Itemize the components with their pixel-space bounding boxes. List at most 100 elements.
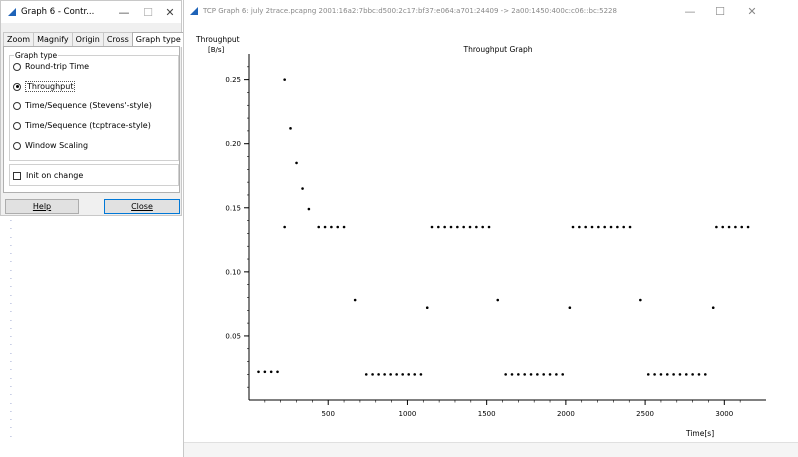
background-row-marker: ·	[10, 259, 12, 267]
data-point	[740, 225, 744, 229]
data-point	[568, 306, 572, 310]
data-point	[646, 373, 650, 376]
close-window-button[interactable]: ✕	[165, 5, 175, 19]
background-row-marker: ·	[10, 375, 12, 383]
data-point	[276, 370, 279, 374]
data-point	[419, 373, 423, 376]
data-point	[517, 373, 520, 376]
data-point	[571, 225, 575, 229]
data-point	[336, 225, 340, 229]
x-tick-label: 2500	[636, 410, 654, 418]
data-point	[684, 373, 688, 376]
data-point	[628, 225, 632, 229]
background-row-marker: ·	[10, 276, 12, 284]
radio-window-scaling[interactable]: Window Scaling	[13, 141, 88, 150]
radio-icon[interactable]	[13, 121, 21, 130]
background-row-marker: ·	[10, 417, 12, 425]
data-point	[283, 78, 286, 81]
data-point	[437, 225, 440, 229]
data-point	[746, 225, 750, 229]
close-button[interactable]: Close	[104, 199, 180, 214]
data-point	[536, 373, 539, 376]
data-point	[371, 373, 374, 376]
data-point	[584, 225, 587, 229]
background-row-marker: ·	[10, 359, 12, 367]
tab-zoom[interactable]: Zoom	[3, 32, 35, 46]
data-point	[383, 373, 386, 376]
data-point	[289, 127, 292, 130]
data-point	[456, 225, 459, 229]
data-point	[389, 373, 392, 376]
data-point	[609, 225, 613, 229]
x-tick-label: 2000	[557, 410, 575, 418]
wireshark-fin-icon	[8, 8, 16, 16]
data-point	[425, 306, 429, 310]
data-point	[330, 225, 333, 229]
tcp-graph-window: TCP Graph 6: july 2trace.pcapng 2001:16a…	[183, 0, 798, 457]
x-tick-label: 500	[322, 410, 335, 418]
radio-icon[interactable]	[13, 62, 21, 71]
y-tick-label: 0.15	[225, 204, 241, 212]
data-point	[395, 373, 398, 376]
throughput-chart[interactable]: Throughput Graph Throughput [B/s] Time[s…	[184, 24, 798, 444]
y-tick-label: 0.25	[225, 76, 241, 84]
background-row-markers: · · · · · · · · · · · · · · · · · · · · · · · · · · ·	[10, 218, 12, 442]
data-point	[449, 225, 453, 229]
background-row-marker: ·	[10, 292, 12, 300]
radio-throughput[interactable]: Throughput	[13, 81, 76, 92]
tab-magnify[interactable]: Magnify	[33, 32, 73, 46]
radio-label: Time/Sequence (Stevens'-style)	[25, 101, 152, 110]
wireshark-fin-icon	[190, 7, 198, 15]
data-point	[443, 225, 446, 229]
graph-titlebar: TCP Graph 6: july 2trace.pcapng 2001:16a…	[184, 0, 798, 22]
maximize-button[interactable]: ☐	[143, 5, 153, 19]
tab-graph-type[interactable]: Graph type	[131, 32, 185, 47]
radio-time-sequence-tcptrace[interactable]: Time/Sequence (tcptrace-style)	[13, 121, 151, 130]
control-titlebar: Graph 6 - Contr... — ☐ ✕	[1, 1, 181, 23]
radio-time-sequence-stevens[interactable]: Time/Sequence (Stevens'-style)	[13, 101, 152, 110]
minimize-button[interactable]: —	[118, 5, 130, 19]
radio-icon[interactable]	[13, 101, 21, 110]
data-point	[407, 373, 411, 376]
data-point	[653, 373, 656, 376]
data-point	[504, 373, 507, 376]
background-row-marker: ·	[10, 284, 12, 292]
radio-label: Round-trip Time	[25, 62, 90, 71]
radio-selected-icon[interactable]	[13, 82, 21, 91]
data-point	[263, 370, 267, 374]
data-point	[301, 187, 304, 190]
radio-icon[interactable]	[13, 141, 21, 150]
init-on-change-checkbox[interactable]	[13, 172, 21, 180]
background-row-marker: ·	[10, 267, 12, 275]
data-point	[481, 225, 484, 229]
graph-close-button[interactable]: ✕	[747, 4, 757, 18]
y-axis-unit: [B/s]	[208, 46, 225, 54]
data-point	[468, 225, 472, 229]
data-point	[529, 373, 533, 376]
data-point	[413, 373, 417, 376]
graph-maximize-button[interactable]: ☐	[715, 4, 725, 18]
background-row-marker: ·	[10, 309, 12, 317]
background-row-marker: ·	[10, 218, 12, 225]
background-row-marker: ·	[10, 251, 12, 259]
background-row-marker: ·	[10, 325, 12, 333]
data-point	[364, 373, 368, 376]
data-point	[659, 373, 663, 376]
data-point	[295, 161, 298, 165]
chart-points	[257, 78, 750, 376]
radio-round-trip-time[interactable]: Round-trip Time	[13, 62, 89, 71]
tab-cross[interactable]: Cross	[102, 32, 133, 46]
graph-type-panel: Graph type Round-trip Time Throughput Ti…	[3, 46, 180, 193]
init-on-change-label: Init on change	[26, 171, 84, 180]
data-point	[257, 370, 260, 374]
data-point	[323, 225, 327, 229]
background-row-marker: ·	[10, 234, 12, 242]
data-point	[704, 373, 707, 376]
graph-minimize-button[interactable]: —	[684, 4, 696, 18]
background-row-marker: ·	[10, 408, 12, 416]
control-window-title: Graph 6 - Contr...	[21, 7, 95, 17]
data-point	[430, 225, 434, 229]
tab-origin[interactable]: Origin	[71, 32, 104, 46]
help-button[interactable]: Help	[5, 199, 79, 214]
graph-status-bar	[184, 442, 798, 457]
